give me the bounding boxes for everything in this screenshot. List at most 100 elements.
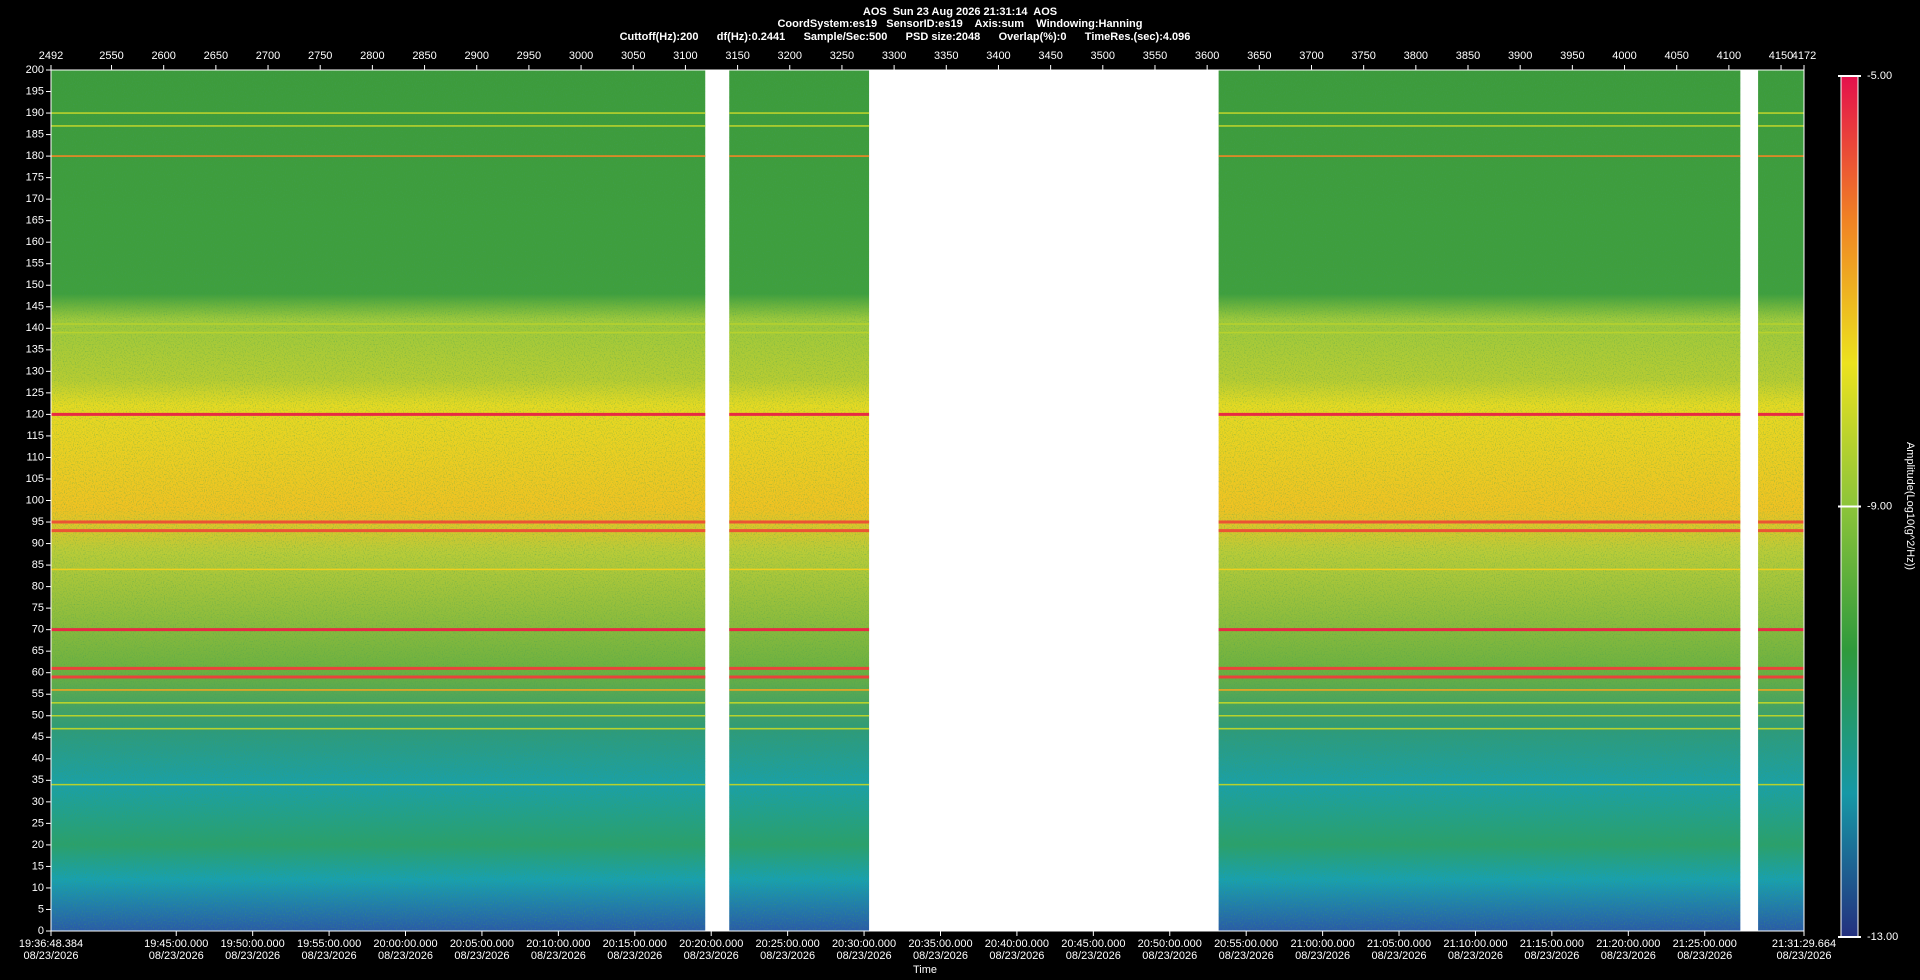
x-tick-label: 3900 (1508, 50, 1532, 62)
date-tick-label: 08/23/2026 (684, 950, 739, 962)
date-tick-label: 08/23/2026 (454, 950, 509, 962)
colorbar-title: Amplitude(Log10(g^2/Hz)) (1904, 442, 1916, 570)
time-tick-label: 20:20:00.000 (679, 938, 743, 950)
date-tick-label: 08/23/2026 (1219, 950, 1274, 962)
y-tick-label: 15 (32, 860, 44, 872)
x-tick-label: 3300 (882, 50, 906, 62)
y-tick-label: 200 (26, 64, 44, 76)
time-tick-label: 20:30:00.000 (832, 938, 896, 950)
time-tick-label: 21:15:00.000 (1520, 938, 1584, 950)
time-tick-label: 21:20:00.000 (1596, 938, 1660, 950)
date-tick-label: 08/23/2026 (225, 950, 280, 962)
x-tick-label: 2700 (256, 50, 280, 62)
x-tick-label: 2950 (517, 50, 541, 62)
x-tick-label: 3100 (673, 50, 697, 62)
date-tick-label: 08/23/2026 (1142, 950, 1197, 962)
y-tick-label: 45 (32, 731, 44, 743)
y-tick-label: 0 (38, 925, 44, 937)
spectrogram-grain (51, 70, 706, 931)
x-tick-label: 3700 (1299, 50, 1323, 62)
date-tick-label: 08/23/2026 (1677, 950, 1732, 962)
time-tick-label: 21:25:00.000 (1673, 938, 1737, 950)
y-tick-label: 115 (26, 430, 44, 442)
y-tick-label: 35 (32, 774, 44, 786)
y-tick-label: 85 (32, 559, 44, 571)
date-tick-label: 08/23/2026 (1776, 950, 1831, 962)
date-tick-label: 08/23/2026 (531, 950, 586, 962)
y-tick-label: 25 (32, 817, 44, 829)
date-tick-label: 08/23/2026 (1448, 950, 1503, 962)
y-tick-label: 80 (32, 581, 44, 593)
x-axis-title: Time (913, 964, 937, 976)
x-tick-label: 3750 (1351, 50, 1375, 62)
time-tick-label: 20:40:00.000 (985, 938, 1049, 950)
chart-parameters: Cuttoff(Hz):200 df(Hz):0.2441 Sample/Sec… (620, 31, 1191, 43)
x-tick-label: 3550 (1143, 50, 1167, 62)
date-tick-label: 08/23/2026 (1066, 950, 1121, 962)
y-tick-label: 190 (26, 107, 44, 119)
x-tick-label: 2800 (360, 50, 384, 62)
date-tick-label: 08/23/2026 (149, 950, 204, 962)
y-tick-label: 40 (32, 753, 44, 765)
x-tick-label: 2750 (308, 50, 332, 62)
y-tick-label: 30 (32, 796, 44, 808)
y-tick-label: 65 (32, 645, 44, 657)
time-tick-label: 20:45:00.000 (1061, 938, 1125, 950)
y-tick-label: 55 (32, 688, 44, 700)
x-tick-label: 2650 (204, 50, 228, 62)
x-tick-label: 4100 (1717, 50, 1741, 62)
date-tick-label: 08/23/2026 (1524, 950, 1579, 962)
spectrogram-grain (729, 70, 870, 931)
time-tick-label: 20:55:00.000 (1214, 938, 1278, 950)
y-tick-label: 130 (26, 365, 44, 377)
time-tick-label: 20:25:00.000 (756, 938, 820, 950)
y-tick-label: 50 (32, 710, 44, 722)
date-tick-label: 08/23/2026 (989, 950, 1044, 962)
y-tick-label: 60 (32, 667, 44, 679)
time-tick-label: 20:50:00.000 (1138, 938, 1202, 950)
y-tick-label: 125 (26, 387, 44, 399)
time-tick-label: 20:15:00.000 (603, 938, 667, 950)
date-tick-label: 08/23/2026 (302, 950, 357, 962)
colorbar-tick-label: -5.00 (1867, 70, 1892, 82)
time-tick-label: 21:10:00.000 (1443, 938, 1507, 950)
x-tick-label: 3950 (1560, 50, 1584, 62)
y-tick-label: 165 (26, 215, 44, 227)
date-tick-label: 08/23/2026 (378, 950, 433, 962)
x-tick-label: 2850 (412, 50, 436, 62)
x-tick-label: 3850 (1456, 50, 1480, 62)
time-tick-label: 20:00:00.000 (373, 938, 437, 950)
time-tick-label: 19:36:48.384 (19, 938, 83, 950)
y-tick-label: 140 (26, 322, 44, 334)
time-tick-label: 20:05:00.000 (450, 938, 514, 950)
x-tick-label: 4050 (1664, 50, 1688, 62)
time-tick-label: 20:10:00.000 (526, 938, 590, 950)
y-tick-label: 75 (32, 602, 44, 614)
x-tick-label: 3000 (569, 50, 593, 62)
y-tick-label: 145 (26, 301, 44, 313)
date-tick-label: 08/23/2026 (607, 950, 662, 962)
x-tick-label: 3500 (1091, 50, 1115, 62)
y-tick-label: 150 (26, 279, 44, 291)
y-tick-label: 120 (26, 408, 44, 420)
y-tick-label: 10 (32, 882, 44, 894)
x-tick-label: 3350 (934, 50, 958, 62)
y-tick-label: 155 (26, 258, 44, 270)
x-tick-label: 2492 (39, 50, 63, 62)
spectrogram-grain (1758, 70, 1804, 931)
colorbar-tick-label: -9.00 (1867, 500, 1892, 512)
time-tick-label: 20:35:00.000 (908, 938, 972, 950)
time-tick-label: 19:55:00.000 (297, 938, 361, 950)
y-tick-label: 105 (26, 473, 44, 485)
x-tick-label: 3050 (621, 50, 645, 62)
y-tick-label: 180 (26, 150, 44, 162)
x-tick-label: 2600 (151, 50, 175, 62)
colorbar-tick-label: -13.00 (1867, 931, 1898, 943)
time-tick-label: 21:05:00.000 (1367, 938, 1431, 950)
y-tick-label: 185 (26, 128, 44, 140)
y-tick-label: 95 (32, 516, 44, 528)
time-tick-label: 21:31:29.664 (1772, 938, 1836, 950)
x-tick-label: 2550 (99, 50, 123, 62)
x-tick-label: 4000 (1612, 50, 1636, 62)
